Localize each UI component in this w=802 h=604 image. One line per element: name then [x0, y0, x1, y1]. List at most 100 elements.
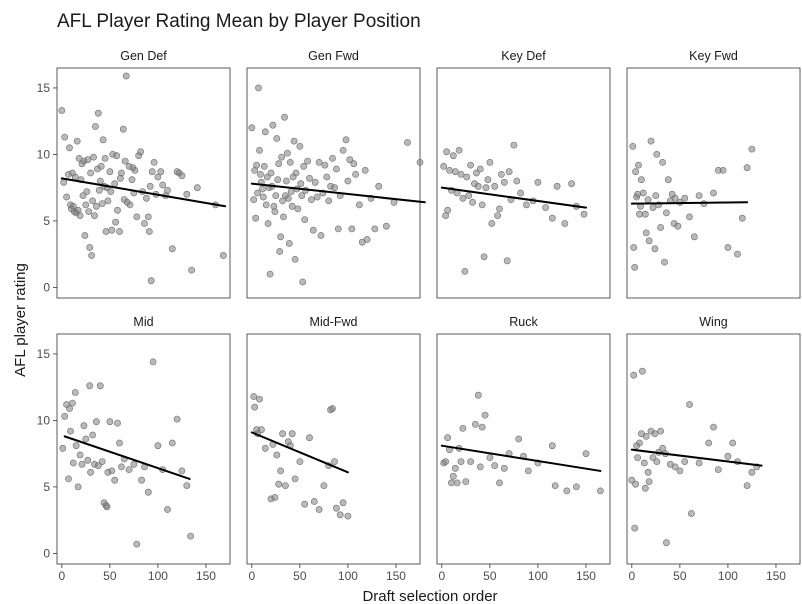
data-point: [641, 210, 649, 218]
data-point: [138, 476, 145, 484]
trend-line: [60, 177, 227, 208]
data-point: [444, 206, 451, 214]
data-point: [632, 168, 639, 176]
data-point: [651, 245, 659, 253]
data-point: [657, 224, 664, 231]
data-point: [688, 510, 695, 517]
data-point: [80, 422, 88, 430]
data-point: [282, 177, 290, 185]
data-point: [279, 197, 286, 205]
data-point: [95, 186, 103, 194]
panel-frame: [246, 67, 421, 299]
facet-panel: Gen Fwd: [246, 49, 426, 299]
data-point: [714, 466, 722, 473]
facet-strip-label: Key Fwd: [689, 49, 738, 63]
data-point: [486, 454, 494, 461]
data-point: [306, 434, 313, 442]
data-point: [480, 253, 488, 261]
data-point: [69, 399, 76, 407]
data-point: [336, 511, 344, 519]
data-point: [331, 458, 338, 465]
x-tick-label: 150: [196, 569, 216, 583]
y-tick-label: 10: [37, 147, 51, 161]
data-point: [106, 418, 114, 426]
data-point: [78, 460, 86, 468]
data-point: [271, 494, 279, 501]
data-point: [269, 121, 277, 129]
data-point: [92, 123, 99, 130]
data-point: [73, 137, 81, 145]
data-point: [262, 201, 270, 209]
data-point: [645, 478, 653, 485]
data-point: [443, 148, 450, 156]
x-tick-label: 150: [766, 569, 786, 583]
data-point: [93, 418, 100, 426]
data-point: [331, 184, 338, 192]
data-point: [257, 426, 265, 434]
data-point: [256, 146, 263, 154]
data-point: [636, 439, 643, 447]
data-point: [272, 192, 280, 199]
data-point: [168, 245, 176, 253]
data-point: [84, 456, 92, 464]
data-point: [278, 153, 285, 161]
data-point: [137, 148, 144, 156]
data-point: [131, 166, 139, 174]
data-point: [296, 458, 304, 465]
chart-title: AFL Player Rating Mean by Player Positio…: [57, 11, 421, 32]
data-point: [119, 125, 127, 133]
data-point: [313, 193, 321, 201]
data-point: [471, 420, 479, 428]
data-point: [261, 128, 269, 136]
data-point: [114, 419, 121, 427]
data-point: [748, 145, 756, 153]
panel-frame: [626, 333, 801, 565]
data-point: [113, 152, 120, 160]
data-point: [503, 257, 511, 265]
data-point: [631, 524, 639, 532]
data-point: [457, 458, 465, 465]
data-point: [332, 165, 340, 173]
data-point: [297, 180, 305, 188]
data-point: [266, 270, 274, 278]
data-point: [118, 463, 125, 471]
data-point: [542, 204, 549, 211]
data-point: [310, 498, 318, 505]
facet-strip-label: Mid: [133, 315, 153, 329]
data-point: [375, 182, 383, 190]
data-point: [253, 161, 260, 169]
data-point: [469, 198, 476, 206]
data-point: [121, 157, 129, 165]
data-point: [248, 124, 256, 132]
data-point: [107, 188, 115, 195]
data-point: [463, 173, 471, 181]
data-point: [484, 176, 492, 184]
data-point: [267, 169, 275, 177]
data-point: [636, 210, 643, 218]
data-point: [461, 267, 469, 275]
x-tick-label: 50: [103, 569, 117, 583]
facet-panel: Mid-Fwd 0 50 100 150: [246, 315, 421, 583]
facet-strip-label: Mid-Fwd: [310, 315, 358, 329]
data-point: [61, 412, 69, 420]
data-point: [348, 225, 356, 233]
data-point: [634, 190, 641, 198]
data-point: [573, 483, 580, 491]
data-point: [645, 237, 653, 245]
panel-frame: [56, 67, 231, 299]
data-point: [301, 500, 309, 508]
data-point: [61, 133, 69, 141]
data-point: [142, 194, 150, 202]
data-point: [271, 208, 279, 215]
data-point: [118, 169, 125, 177]
data-point: [355, 201, 363, 209]
data-point: [183, 190, 191, 198]
data-point: [563, 487, 571, 495]
data-point: [647, 137, 655, 145]
data-point: [481, 411, 489, 419]
data-point: [510, 141, 518, 149]
data-point: [67, 427, 74, 435]
data-point: [90, 153, 97, 161]
data-point: [97, 162, 105, 170]
data-point: [315, 506, 323, 513]
